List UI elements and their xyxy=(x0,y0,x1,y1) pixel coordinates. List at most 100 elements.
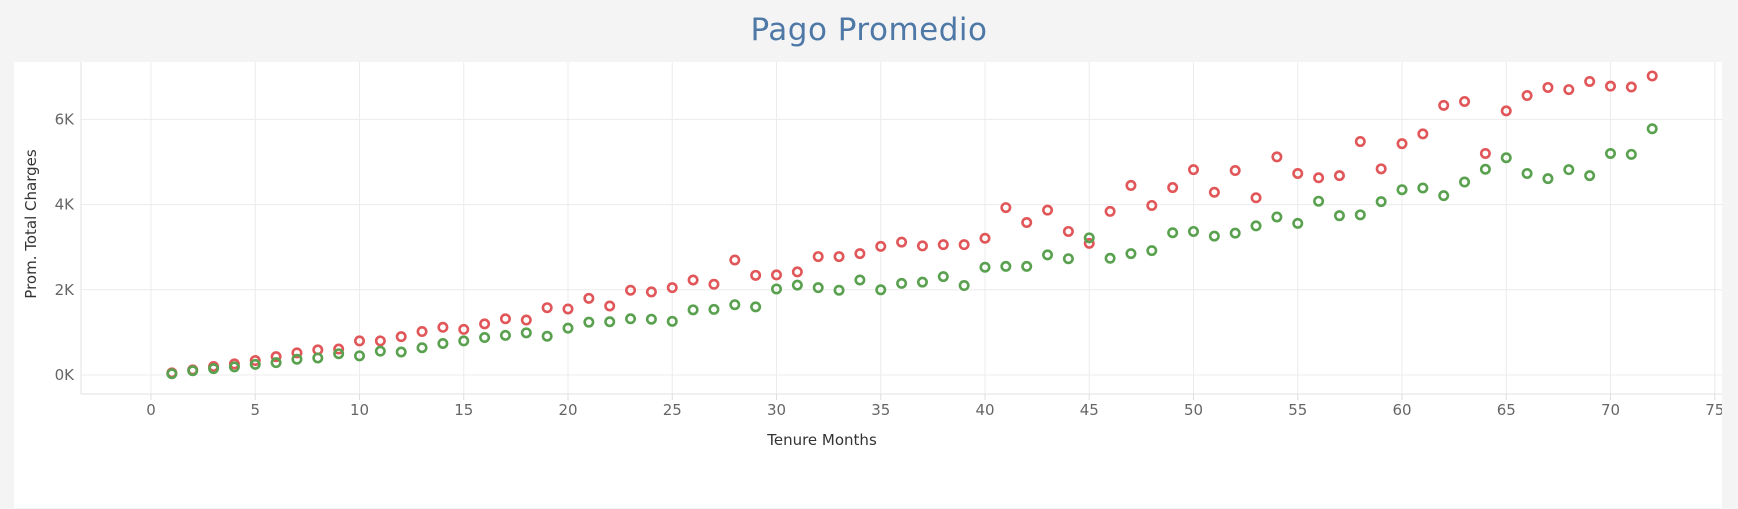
red-series-point xyxy=(1375,163,1387,175)
green-series-point xyxy=(750,301,762,313)
green-series-point xyxy=(1313,195,1325,207)
red-series-point xyxy=(1271,151,1283,163)
green-series-point xyxy=(479,332,491,344)
red-series-point xyxy=(1000,202,1012,214)
red-series-point xyxy=(645,286,657,298)
red-series-point xyxy=(1542,81,1554,93)
red-series-point xyxy=(916,240,928,252)
red-series-point xyxy=(1042,204,1054,216)
red-series-point xyxy=(1354,136,1366,148)
red-series-point xyxy=(666,282,678,294)
red-series-point xyxy=(1188,164,1200,176)
chart-title: Pago Promedio xyxy=(750,12,988,48)
green-series-point xyxy=(729,299,741,311)
red-series-point xyxy=(979,232,991,244)
red-series-point xyxy=(604,300,616,312)
green-series-point xyxy=(562,322,574,334)
green-series-point xyxy=(1584,170,1596,182)
green-series-point xyxy=(875,284,887,296)
green-series-point xyxy=(187,365,199,377)
green-series-point xyxy=(604,316,616,328)
green-series-point xyxy=(1083,232,1095,244)
red-series-point xyxy=(625,284,637,296)
green-series-point xyxy=(1646,123,1658,135)
red-series-point xyxy=(437,321,449,333)
red-series-point xyxy=(1479,147,1491,159)
red-series-point xyxy=(812,251,824,263)
red-series-point xyxy=(1313,172,1325,184)
x-tick-label: 30 xyxy=(767,401,786,419)
red-series-point xyxy=(1333,170,1345,182)
green-series-point xyxy=(1000,260,1012,272)
red-series-point xyxy=(249,355,261,367)
green-series-point xyxy=(416,342,428,354)
red-series-point xyxy=(1563,84,1575,96)
green-series-point xyxy=(541,330,553,342)
green-series-point xyxy=(228,361,240,373)
green-series-point xyxy=(645,313,657,325)
red-series-point xyxy=(1104,205,1116,217)
red-series-point xyxy=(854,248,866,260)
red-series-point xyxy=(1417,128,1429,140)
green-series-point xyxy=(770,283,782,295)
green-series-point xyxy=(1625,148,1637,160)
green-series-point xyxy=(896,277,908,289)
x-tick-label: 25 xyxy=(663,401,682,419)
red-series-point xyxy=(1438,99,1450,111)
red-series-point xyxy=(479,318,491,330)
red-series-point xyxy=(270,351,282,363)
green-series-point xyxy=(708,303,720,315)
y-tick-label: 6K xyxy=(55,110,76,128)
x-tick-label: 75 xyxy=(1705,401,1722,419)
chart-panel: 0 5 10 15 20 25 30 35 40 45 50 55 60 65 70 75 0K 2K 4K 6K … xyxy=(14,62,1722,508)
red-series-point xyxy=(583,292,595,304)
red-series-point xyxy=(729,254,741,266)
red-series-point xyxy=(458,323,470,335)
red-series-point xyxy=(333,343,345,355)
x-tick-label: 5 xyxy=(250,401,260,419)
y-axis-title: Prom. Total Charges xyxy=(22,149,40,299)
green-series-point xyxy=(937,271,949,283)
scatter-plot: 0 5 10 15 20 25 30 35 40 45 50 55 60 65 70 75 0K2K4K6K … xyxy=(22,62,1722,449)
x-tick-label: 60 xyxy=(1392,401,1411,419)
green-series-point xyxy=(833,284,845,296)
y-tick-label: 0K xyxy=(55,366,76,384)
red-series-point xyxy=(1083,237,1095,249)
green-series-point xyxy=(1146,245,1158,257)
red-series-point xyxy=(958,239,970,251)
green-series-point xyxy=(1438,190,1450,202)
red-series-point xyxy=(1208,186,1220,198)
green-series-point xyxy=(1417,182,1429,194)
green-series-point xyxy=(1271,211,1283,223)
green-series-point xyxy=(812,282,824,294)
x-tick-label: 35 xyxy=(871,401,890,419)
red-series-point xyxy=(1646,70,1658,82)
red-series-point xyxy=(791,266,803,278)
green-series-point xyxy=(520,327,532,339)
green-series-point xyxy=(1229,227,1241,239)
x-tick-label: 50 xyxy=(1184,401,1203,419)
green-series-point xyxy=(333,348,345,360)
red-series-point xyxy=(520,314,532,326)
green-series-point xyxy=(666,315,678,327)
x-tick-label: 55 xyxy=(1288,401,1307,419)
y-tick-label: 2K xyxy=(55,281,76,299)
x-tick-label: 20 xyxy=(558,401,577,419)
x-tick-label: 40 xyxy=(975,401,994,419)
red-series-point xyxy=(1229,165,1241,177)
green-series-point xyxy=(208,363,220,375)
red-series-point xyxy=(896,236,908,248)
green-series-point xyxy=(395,346,407,358)
red-series-point xyxy=(395,331,407,343)
green-series-point xyxy=(1542,173,1554,185)
red-series-point xyxy=(750,269,762,281)
green-series-point xyxy=(1104,252,1116,264)
red-series-point xyxy=(1521,90,1533,102)
red-series-point xyxy=(416,326,428,338)
green-series-point xyxy=(1459,176,1471,188)
red-series-point xyxy=(1625,81,1637,93)
green-series-point xyxy=(1396,184,1408,196)
x-tick-label: 45 xyxy=(1080,401,1099,419)
y-tick-label: 4K xyxy=(55,196,76,214)
red-series-point xyxy=(708,278,720,290)
